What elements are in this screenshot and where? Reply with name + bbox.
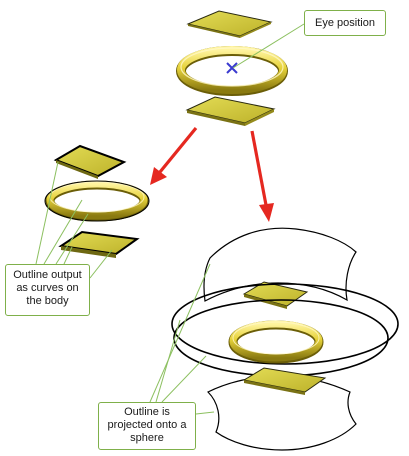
top-upper-plate-edge xyxy=(188,24,240,38)
leader-lines xyxy=(35,23,305,415)
sphere-band-outer-1 xyxy=(171,283,399,365)
callout-outline-curves: Outline output as curves on the body xyxy=(5,264,90,316)
left-lower-plate xyxy=(58,230,140,256)
top-ring xyxy=(176,46,288,96)
callout-eye-position-text: Eye position xyxy=(315,17,375,29)
top-lower-plate xyxy=(185,96,276,124)
arrow-to-curves xyxy=(150,126,198,185)
top-lower-plate-edge-right xyxy=(245,109,274,126)
sphere-ring xyxy=(228,320,324,364)
leader-curves-4 xyxy=(63,246,73,265)
leader-curves-5 xyxy=(89,249,113,279)
arrow-to-sphere xyxy=(250,130,274,222)
callout-outline-curves-line-1: Outline output xyxy=(13,269,82,281)
curves-assembly xyxy=(44,144,150,258)
callout-eye-position: Eye position xyxy=(304,10,386,36)
sphere-assembly xyxy=(171,227,399,451)
left-lower-plate-edge xyxy=(61,246,116,258)
leader-curves-2 xyxy=(43,199,83,265)
callout-outline-sphere-line-2: projected onto a xyxy=(107,419,187,431)
leader-eye xyxy=(232,23,305,69)
sphere-lower-plate-edge xyxy=(244,380,305,395)
top-upper-plate xyxy=(186,10,273,37)
callout-outline-curves-line-3: the body xyxy=(26,295,69,307)
top-lower-plate-edge xyxy=(187,110,245,126)
leader-sphere-4 xyxy=(195,411,215,415)
left-ring xyxy=(44,180,150,222)
callout-outline-sphere: Outline is projected onto a sphere xyxy=(98,402,196,450)
leader-sphere-2 xyxy=(155,319,181,403)
left-upper-plate-edge xyxy=(56,160,98,179)
leader-curves-3 xyxy=(55,213,89,265)
callout-outline-sphere-line-1: Outline is xyxy=(124,406,170,418)
left-upper-plate xyxy=(53,144,127,178)
sphere-upper-patch xyxy=(203,227,357,302)
top-upper-plate-edge-right xyxy=(240,22,271,38)
leader-sphere-1 xyxy=(149,263,211,403)
top-assembly xyxy=(176,10,288,126)
callout-outline-sphere-line-3: sphere xyxy=(130,432,164,444)
leader-curves-1 xyxy=(35,161,59,265)
leader-sphere-3 xyxy=(161,355,207,403)
callout-outline-curves-line-2: as curves on xyxy=(16,282,79,294)
sphere-upper-plate-edge xyxy=(244,294,287,309)
eye-position-marker-icon xyxy=(226,62,238,74)
